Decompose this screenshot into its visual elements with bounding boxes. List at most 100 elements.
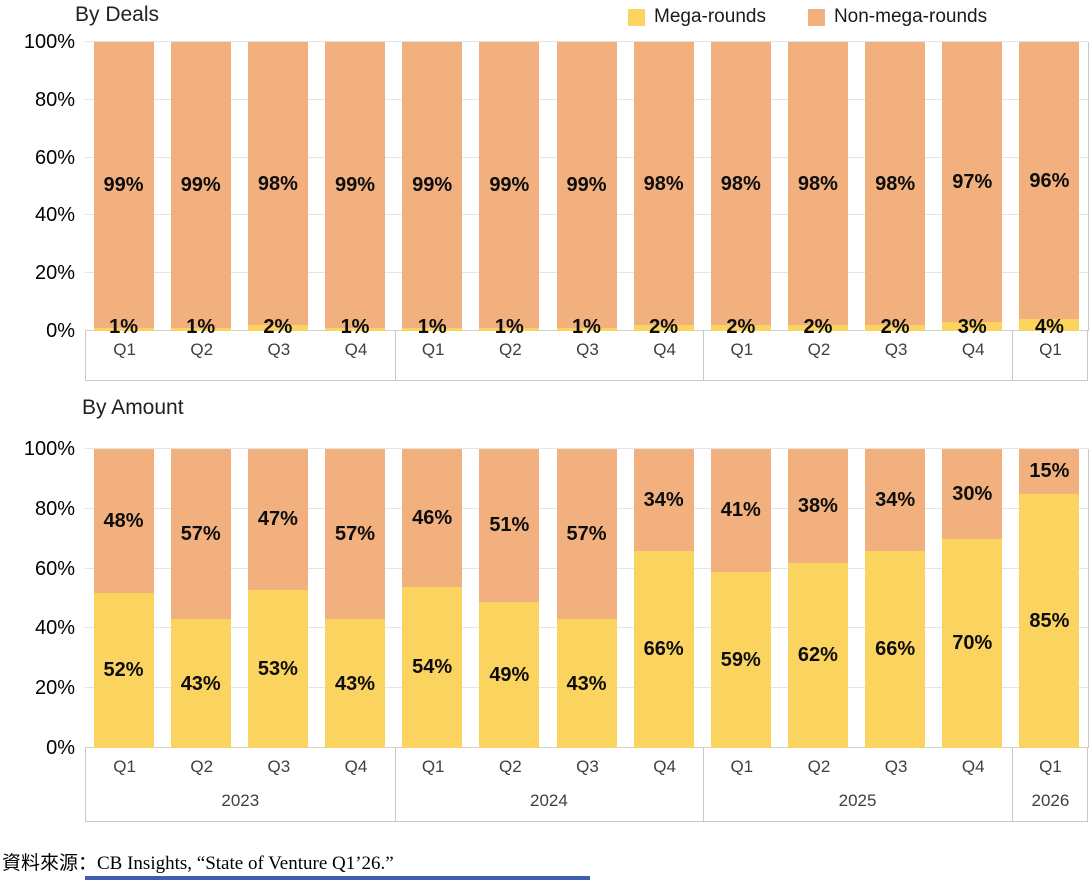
- x-axis-quarter-label: Q4: [961, 757, 985, 776]
- bar-label-non-mega-rounds: 99%: [489, 174, 530, 197]
- bar-segment-mega-rounds: [247, 325, 308, 331]
- y-axis-tick-label: 20%: [34, 262, 75, 285]
- bar-segment-non-mega-rounds: [633, 42, 694, 326]
- bar-segment-mega-rounds: [556, 328, 617, 331]
- bar-label-non-mega-rounds: 48%: [103, 509, 144, 532]
- x-axis-quarter-label: Q1: [421, 340, 445, 359]
- y-axis-tick-label: 40%: [34, 204, 75, 227]
- bar-segment-non-mega-rounds: [325, 42, 386, 329]
- x-axis-quarter-label: Q4: [344, 757, 368, 776]
- bar-label-mega-rounds: 66%: [643, 638, 684, 661]
- legend-item-mega-rounds: Mega-rounds: [628, 6, 766, 28]
- bar-label-mega-rounds: 1%: [572, 316, 601, 338]
- bar-label-mega-rounds: 1%: [340, 316, 370, 338]
- bar-segment-mega-rounds: [710, 325, 771, 331]
- x-axis-quarter-label: Q2: [807, 340, 831, 359]
- bar-label-mega-rounds: 1%: [494, 316, 524, 338]
- bar-label-mega-rounds: 59%: [720, 648, 761, 671]
- bar-label-mega-rounds: 70%: [952, 632, 993, 655]
- bar-segment-non-mega-rounds: [556, 42, 617, 329]
- gridline: [85, 448, 1088, 449]
- y-axis-tick-label: 100%: [23, 31, 75, 53]
- bar-label-mega-rounds: 2%: [803, 316, 833, 338]
- bar-segment-non-mega-rounds: [556, 449, 617, 620]
- bar-segment-mega-rounds: [710, 571, 771, 748]
- bar-segment-mega-rounds: [865, 325, 926, 331]
- y-axis-tick-label: 60%: [34, 146, 75, 169]
- bottom-blue-bar: [85, 876, 590, 880]
- bar-label-mega-rounds: 2%: [726, 316, 756, 338]
- gridline: [85, 41, 1088, 42]
- bar-segment-mega-rounds: [93, 592, 154, 748]
- bar-label-mega-rounds: 54%: [412, 656, 453, 679]
- bar-label-non-mega-rounds: 57%: [180, 523, 221, 546]
- x-axis-quarter-label: Q2: [807, 757, 831, 776]
- y-axis-tick-label: 60%: [34, 557, 75, 580]
- bar-label-non-mega-rounds: 97%: [952, 171, 993, 194]
- bar-segment-non-mega-rounds: [1019, 42, 1080, 320]
- y-axis-tick-label: 100%: [23, 438, 75, 460]
- bar-segment-mega-rounds: [556, 619, 617, 748]
- bar-segment-non-mega-rounds: [942, 42, 1003, 323]
- bar-segment-non-mega-rounds: [402, 42, 463, 329]
- x-axis-quarter-label: Q2: [498, 757, 522, 776]
- year-label: 2023: [221, 791, 260, 810]
- legend-item-non-mega-rounds: Non-mega-rounds: [807, 6, 987, 28]
- y-axis-tick-label: 80%: [34, 497, 75, 520]
- bar-label-mega-rounds: 52%: [103, 659, 144, 682]
- bar-label-non-mega-rounds: 57%: [335, 523, 376, 546]
- bar-segment-non-mega-rounds: [479, 449, 540, 602]
- bar-label-mega-rounds: 1%: [186, 316, 216, 338]
- chart-title-by-deals: By Deals: [75, 3, 160, 26]
- bar-segment-mega-rounds: [787, 562, 848, 748]
- bar-label-non-mega-rounds: 98%: [797, 172, 838, 195]
- by-deals-x-axis: Q1 Q2 Q3 Q4 Q1 Q2 Q3 Q4 Q1 Q2 Q3 Q4 Q1: [85, 331, 1088, 381]
- bar-segment-non-mega-rounds: [865, 42, 926, 326]
- bar-label-non-mega-rounds: 47%: [257, 508, 298, 531]
- bar-segment-non-mega-rounds: [942, 449, 1003, 539]
- year-label: 2025: [838, 791, 877, 810]
- by-amount-x-axis: Q1 Q2 Q3 Q4 Q1 Q2 Q3 Q4 Q1 Q2 Q3 Q4 Q1 2023 2024 2025 20…: [85, 748, 1088, 822]
- year-separator: [703, 748, 705, 821]
- bar-label-non-mega-rounds: 57%: [566, 523, 607, 546]
- bar-segment-non-mega-rounds: [787, 449, 848, 563]
- x-axis-quarter-label: Q4: [653, 757, 676, 776]
- bar-segment-mega-rounds: [247, 589, 308, 748]
- chart-title-by-amount: By Amount: [82, 396, 184, 419]
- bar-label-non-mega-rounds: 98%: [257, 172, 298, 195]
- bar-segment-mega-rounds: [1019, 319, 1080, 331]
- bar-segment-mega-rounds: [633, 550, 694, 748]
- bar-segment-non-mega-rounds: [865, 449, 926, 551]
- by-amount-plot-area: 0% 20% 40% 60% 80% 100% 48% 52% 57% 43% 47% 53% 57% 4…: [24, 439, 1089, 758]
- year-separator: [1011, 331, 1013, 380]
- x-axis-quarter-label: Q1: [113, 340, 136, 359]
- year-separator: [394, 748, 396, 821]
- bar-segment-mega-rounds: [93, 328, 154, 331]
- bar-segment-mega-rounds: [1019, 493, 1080, 748]
- bar-segment-mega-rounds: [865, 550, 926, 748]
- bar-label-non-mega-rounds: 99%: [180, 174, 221, 197]
- bar-segment-mega-rounds: [170, 619, 231, 748]
- bar-label-mega-rounds: 1%: [109, 316, 139, 338]
- x-axis-quarter-label: Q2: [190, 757, 214, 776]
- bar-label-mega-rounds: 62%: [797, 644, 838, 667]
- x-axis-quarter-label: Q1: [113, 757, 136, 776]
- y-axis-tick-label: 20%: [34, 677, 75, 700]
- x-axis-quarter-label: Q2: [190, 340, 214, 359]
- y-axis-tick-label: 0%: [46, 737, 75, 759]
- x-axis-quarter-label: Q3: [884, 757, 908, 776]
- year-separator: [1011, 748, 1013, 821]
- bar-label-non-mega-rounds: 46%: [412, 506, 453, 529]
- legend-label-mega-rounds: Mega-rounds: [654, 6, 766, 27]
- bar-segment-non-mega-rounds: [633, 449, 694, 551]
- bar-segment-mega-rounds: [479, 328, 540, 331]
- legend: Mega-rounds Non-mega-rounds: [628, 6, 987, 28]
- bar-segment-mega-rounds: [402, 586, 463, 748]
- bar-label-mega-rounds: 2%: [880, 316, 910, 338]
- bar-label-mega-rounds: 53%: [257, 657, 298, 680]
- x-axis-quarter-label: Q2: [498, 340, 522, 359]
- x-axis-quarter-label: Q4: [653, 340, 676, 359]
- bar-segment-mega-rounds: [479, 601, 540, 748]
- bar-segment-non-mega-rounds: [247, 42, 308, 326]
- bar-label-non-mega-rounds: 15%: [1029, 460, 1070, 483]
